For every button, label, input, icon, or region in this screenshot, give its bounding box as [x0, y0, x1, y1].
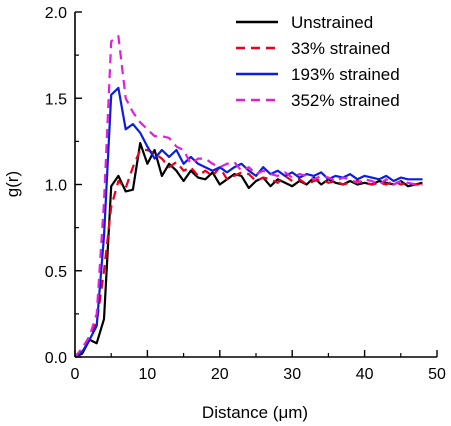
- x-tick-label: 0: [71, 366, 80, 383]
- x-tick-label: 20: [211, 366, 229, 383]
- series-line-3: [75, 86, 423, 357]
- legend: Unstrained 33% strained 193% strained 352% …: [236, 13, 400, 110]
- series-line-2: [75, 148, 423, 357]
- x-tick-label: 30: [283, 366, 301, 383]
- x-tick-label: 50: [428, 366, 446, 383]
- y-tick-label: 0.0: [45, 350, 67, 367]
- y-tick-label: 1.5: [45, 91, 67, 108]
- y-axis-title: g(r): [3, 171, 22, 197]
- x-axis-title: Distance (μm): [202, 403, 308, 422]
- plot-area: [75, 34, 423, 357]
- legend-label-2: 33% strained: [291, 39, 390, 58]
- x-tick-label: 40: [356, 366, 374, 383]
- y-tick-label: 0.5: [45, 264, 67, 281]
- y-tick-label: 1.0: [45, 178, 67, 195]
- legend-label-1: Unstrained: [291, 13, 373, 32]
- legend-label-3: 193% strained: [291, 65, 400, 84]
- y-tick-label: 2.0: [45, 5, 67, 22]
- axes: 0 10 20 30 40 50 0.0 0.5 1.0 1.5 2.0: [45, 5, 446, 383]
- x-tick-label: 10: [139, 366, 157, 383]
- series-line-1: [75, 142, 423, 357]
- series-line-4: [75, 34, 423, 357]
- legend-label-4: 352% strained: [291, 91, 400, 110]
